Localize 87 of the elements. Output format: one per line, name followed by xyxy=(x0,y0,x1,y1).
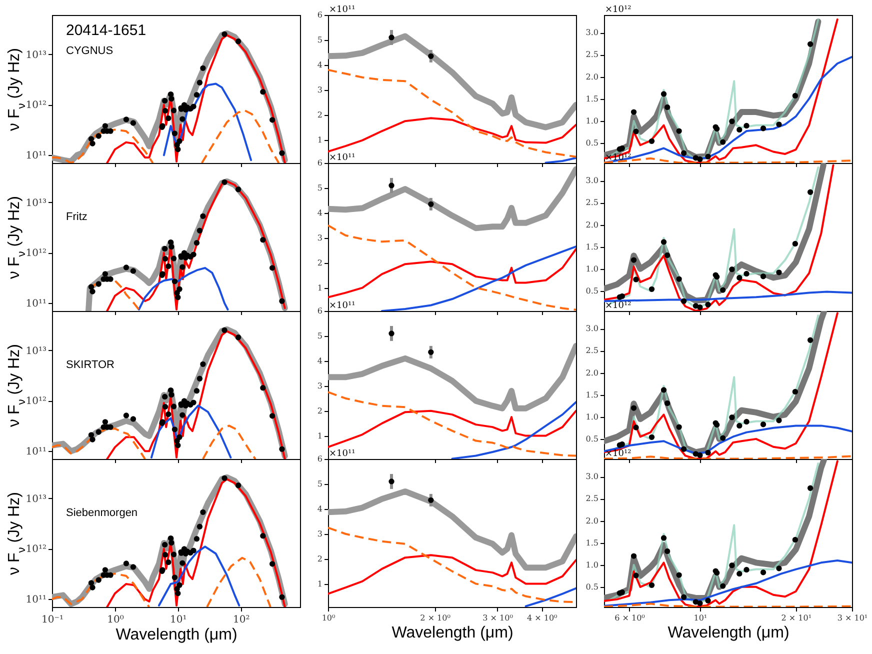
y-tick-label: 1.0 xyxy=(586,116,598,126)
y-tick-label: 1 xyxy=(317,283,322,292)
y-tick-label: 10¹¹ xyxy=(26,594,46,606)
y-tick-label: 3.0 xyxy=(586,28,598,38)
y-tick-label: 4 xyxy=(317,356,322,366)
y-tick-label: 3 xyxy=(317,233,322,242)
y-tick-label: 0.5 xyxy=(586,582,598,592)
x-tick-label: 3 × 10⁰ xyxy=(482,614,513,622)
annotation: ×10¹¹ xyxy=(329,449,356,459)
y-tick-label: 10¹² xyxy=(26,100,46,112)
annotation: Fritz xyxy=(66,211,88,223)
annotation: ×10¹² xyxy=(605,301,632,311)
y-tick-label: 10¹² xyxy=(26,544,46,556)
x-axis-title: Wavelength (μm) xyxy=(392,624,514,642)
y-tick-label: 2 xyxy=(317,406,322,416)
x-tick-label: 10⁰ xyxy=(107,614,124,626)
y-tick-label: 2 xyxy=(317,110,322,120)
y-tick-label: 6 xyxy=(317,306,322,316)
y-tick-label: 10¹² xyxy=(26,396,46,408)
y-tick-label: 2.5 xyxy=(586,198,598,208)
y-tick-label: 1 xyxy=(317,135,322,144)
y-tick-label: 1.5 xyxy=(586,538,598,548)
y-tick-label: 2.0 xyxy=(586,72,598,82)
y-tick-label: 5 xyxy=(317,183,322,192)
y-tick-label: 1 xyxy=(317,579,322,588)
x-tick-label: 3 × 10¹ xyxy=(837,614,868,622)
annotation: CYGNUS xyxy=(66,45,114,57)
y-tick-label: 10¹³ xyxy=(26,494,46,505)
y-tick-label: 6 xyxy=(317,454,322,464)
y-tick-label: 10¹³ xyxy=(26,198,46,209)
y-tick-label: 2.0 xyxy=(586,368,598,378)
y-tick-label: 2.5 xyxy=(586,50,598,60)
x-tick-label: 10⁻¹ xyxy=(41,614,64,626)
y-tick-label: 10¹³ xyxy=(26,50,46,61)
annotation: 20414-1651 xyxy=(66,22,146,39)
x-tick-label: 10⁰ xyxy=(322,614,336,622)
y-tick-label: 0.5 xyxy=(586,434,598,444)
annotation: SKIRTOR xyxy=(66,359,115,371)
y-tick-label: 3.0 xyxy=(586,176,598,186)
y-tick-label: 1 xyxy=(317,431,322,440)
y-tick-label: 5 xyxy=(317,35,322,44)
x-tick-label: 4 × 10⁰ xyxy=(526,614,558,622)
y-tick-label: 4 xyxy=(317,504,322,514)
y-tick-label: 6 xyxy=(317,158,322,168)
y-tick-label: 2 xyxy=(317,554,322,564)
y-tick-label: 1.0 xyxy=(586,412,598,422)
y-tick-label: 2.0 xyxy=(586,516,598,526)
y-tick-label: 0.5 xyxy=(586,138,598,148)
x-tick-label: 2 × 10¹ xyxy=(781,614,812,622)
y-tick-label: 2.5 xyxy=(586,494,598,504)
x-tick-label: 10¹ xyxy=(694,614,708,622)
text: ×10¹² xyxy=(605,5,632,15)
annotation: ×10¹² xyxy=(605,449,632,459)
y-tick-label: 1.0 xyxy=(586,264,598,274)
y-tick-label: 3 xyxy=(317,381,322,390)
y-tick-label: 1.5 xyxy=(586,242,598,252)
y-tick-label: 5 xyxy=(317,331,322,340)
y-tick-label: 2 xyxy=(317,258,322,268)
annotation: Siebenmorgen xyxy=(66,507,138,519)
y-tick-label: 4 xyxy=(317,60,322,70)
y-tick-label: 10¹¹ xyxy=(26,298,46,310)
y-tick-label: 5 xyxy=(317,479,322,488)
y-tick-label: 2.5 xyxy=(586,346,598,356)
y-tick-label: 4 xyxy=(317,208,322,218)
x-tick-label: 2 × 10⁰ xyxy=(420,614,450,622)
y-tick-label: 10¹³ xyxy=(26,346,46,357)
y-tick-label: 1.0 xyxy=(586,560,598,570)
y-tick-label: 3.0 xyxy=(586,324,598,334)
y-tick-label: 0.5 xyxy=(586,286,598,296)
text: ×10¹¹ xyxy=(329,5,356,15)
y-tick-label: 3 xyxy=(317,529,322,538)
y-tick-label: 10¹² xyxy=(26,248,46,260)
y-tick-label: 3.0 xyxy=(586,472,598,482)
annotation: ×10¹¹ xyxy=(329,301,356,311)
annotation: ×10¹¹ xyxy=(329,153,356,163)
y-tick-label: 6 xyxy=(317,10,322,20)
x-tick-label: 6 × 10⁰ xyxy=(614,614,645,622)
x-tick-label: 10² xyxy=(232,614,250,626)
y-tick-label: 3 xyxy=(317,85,322,94)
y-tick-label: 1.5 xyxy=(586,390,598,400)
y-tick-label: 10¹¹ xyxy=(26,446,46,458)
y-tick-label: 1.5 xyxy=(586,94,598,104)
y-tick-label: 2.0 xyxy=(586,220,598,230)
y-tick-label: 10¹¹ xyxy=(26,150,46,162)
x-axis-title: Wavelength (μm) xyxy=(668,624,790,642)
x-tick-label: 10¹ xyxy=(170,614,187,626)
x-axis-title: Wavelength (μm) xyxy=(116,626,238,644)
